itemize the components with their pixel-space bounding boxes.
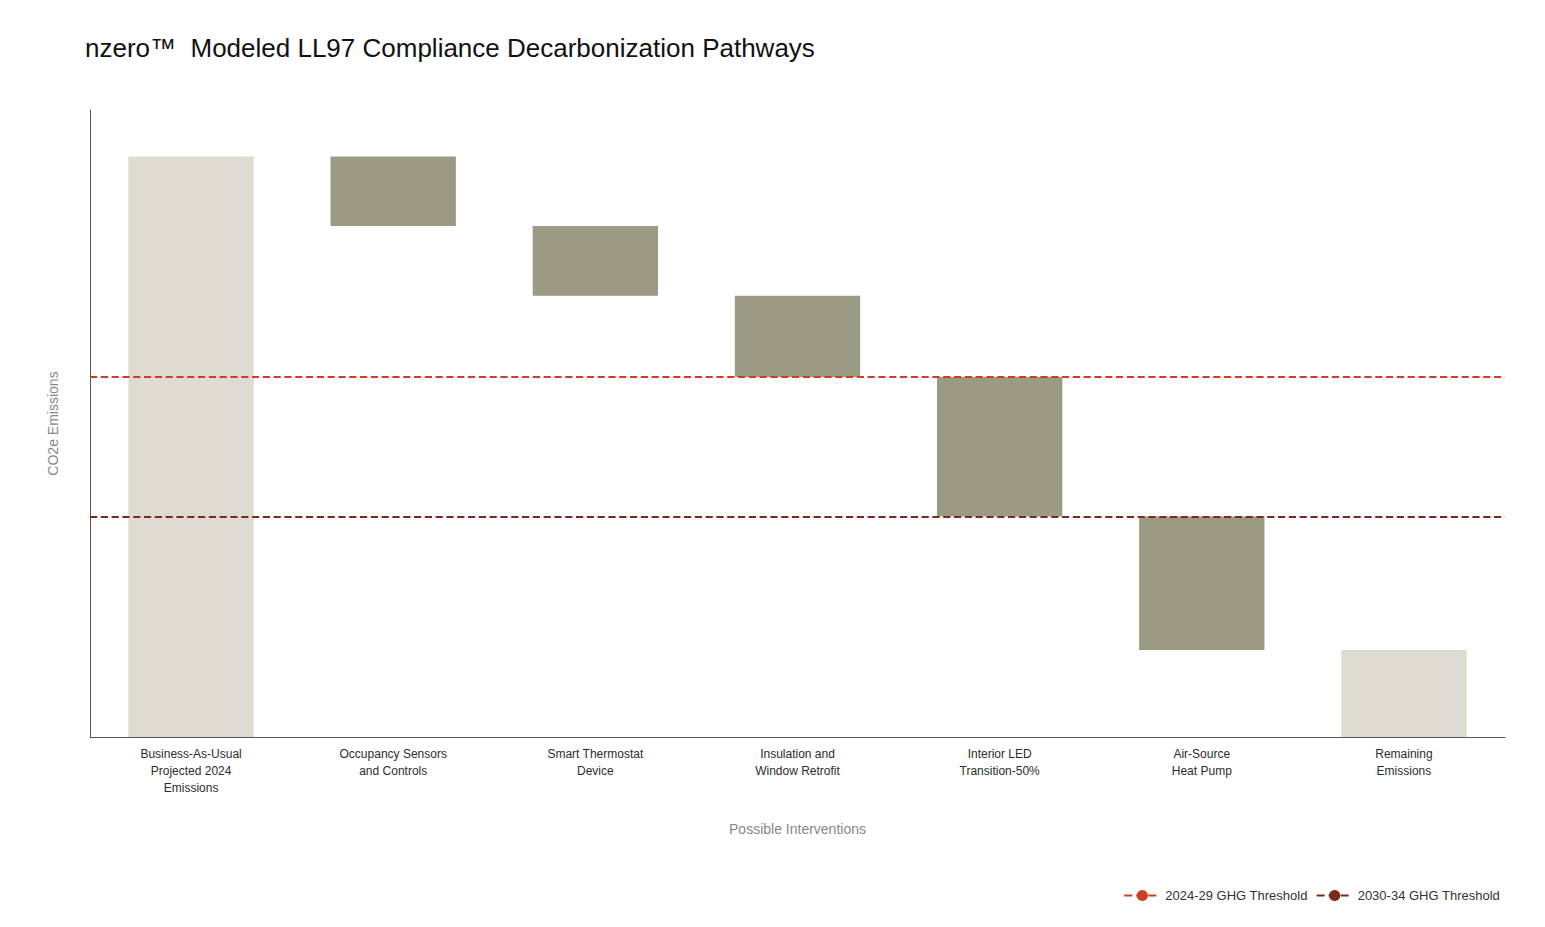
svg-text:Smart Thermostat: Smart Thermostat bbox=[547, 747, 643, 761]
svg-text:2030-34 GHG Threshold: 2030-34 GHG Threshold bbox=[1358, 888, 1500, 903]
svg-text:Occupancy Sensors: Occupancy Sensors bbox=[340, 747, 447, 761]
svg-text:2024-29 GHG Threshold: 2024-29 GHG Threshold bbox=[1165, 888, 1307, 903]
svg-text:Interior LED: Interior LED bbox=[968, 747, 1032, 761]
svg-text:Possible Interventions: Possible Interventions bbox=[729, 821, 866, 837]
svg-text:Business-As-Usual: Business-As-Usual bbox=[140, 747, 241, 761]
svg-text:Projected 2024: Projected 2024 bbox=[151, 764, 232, 778]
svg-text:Remaining: Remaining bbox=[1375, 747, 1432, 761]
svg-text:nzero™ Modeled LL97 Complianc: nzero™ Modeled LL97 Compliance Decarboni… bbox=[85, 33, 815, 63]
svg-text:Device: Device bbox=[577, 764, 614, 778]
svg-text:Transition-50%: Transition-50% bbox=[960, 764, 1041, 778]
svg-text:CO2e Emissions: CO2e Emissions bbox=[45, 371, 61, 475]
svg-text:Emissions: Emissions bbox=[1377, 764, 1432, 778]
svg-text:Window Retrofit: Window Retrofit bbox=[755, 764, 840, 778]
svg-text:Heat Pump: Heat Pump bbox=[1172, 764, 1232, 778]
svg-text:Emissions: Emissions bbox=[164, 781, 219, 795]
svg-text:Air-Source: Air-Source bbox=[1173, 747, 1230, 761]
svg-text:Insulation and: Insulation and bbox=[760, 747, 835, 761]
svg-text:and Controls: and Controls bbox=[359, 764, 427, 778]
